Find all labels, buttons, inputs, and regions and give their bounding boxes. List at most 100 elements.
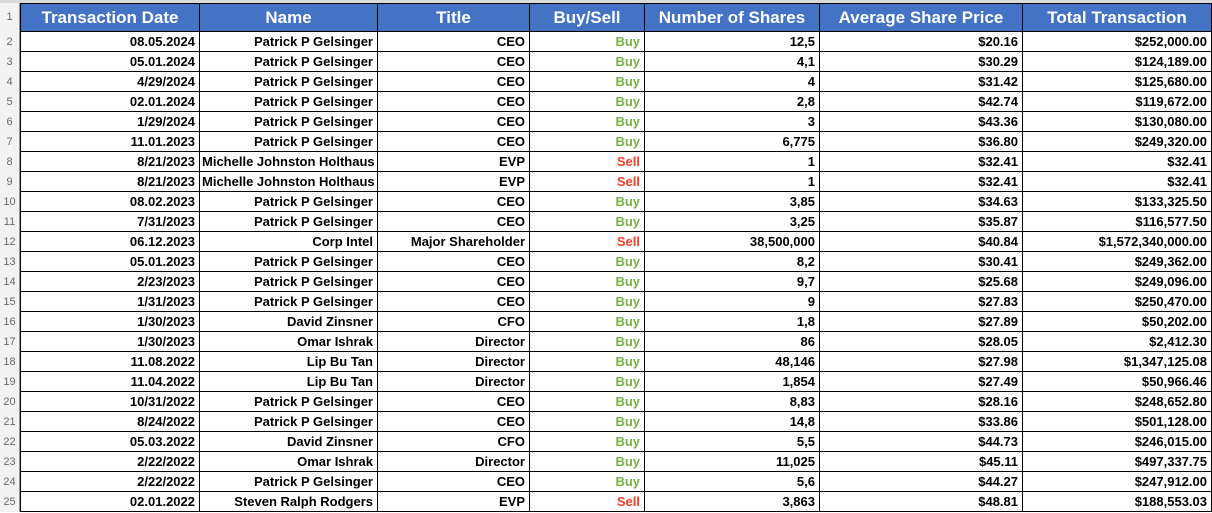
- cell-side[interactable]: Buy: [530, 312, 645, 332]
- cell-shares[interactable]: 3,85: [645, 192, 820, 212]
- cell-price[interactable]: $32.41: [820, 152, 1023, 172]
- cell-total[interactable]: $119,672.00: [1023, 92, 1212, 112]
- cell-name[interactable]: Patrick P Gelsinger: [200, 52, 378, 72]
- cell-date[interactable]: 2/23/2023: [20, 272, 200, 292]
- cell-date[interactable]: 05.01.2024: [20, 52, 200, 72]
- cell-shares[interactable]: 1: [645, 172, 820, 192]
- cell-total[interactable]: $116,577.50: [1023, 212, 1212, 232]
- row-number[interactable]: 14: [0, 272, 20, 292]
- cell-total[interactable]: $130,080.00: [1023, 112, 1212, 132]
- cell-date[interactable]: 06.12.2023: [20, 232, 200, 252]
- cell-total[interactable]: $250,470.00: [1023, 292, 1212, 312]
- cell-total[interactable]: $124,189.00: [1023, 52, 1212, 72]
- header-transaction-date[interactable]: Transaction Date: [20, 3, 200, 32]
- row-number[interactable]: 17: [0, 332, 20, 352]
- header-buy-sell[interactable]: Buy/Sell: [530, 3, 645, 32]
- cell-title[interactable]: CEO: [378, 472, 530, 492]
- cell-side[interactable]: Buy: [530, 252, 645, 272]
- cell-title[interactable]: CEO: [378, 192, 530, 212]
- cell-name[interactable]: Patrick P Gelsinger: [200, 132, 378, 152]
- cell-shares[interactable]: 8,83: [645, 392, 820, 412]
- cell-total[interactable]: $247,912.00: [1023, 472, 1212, 492]
- cell-total[interactable]: $246,015.00: [1023, 432, 1212, 452]
- row-number[interactable]: 21: [0, 412, 20, 432]
- cell-total[interactable]: $1,572,340,000.00: [1023, 232, 1212, 252]
- cell-shares[interactable]: 8,2: [645, 252, 820, 272]
- cell-side[interactable]: Buy: [530, 332, 645, 352]
- cell-side[interactable]: Sell: [530, 232, 645, 252]
- row-number[interactable]: 11: [0, 212, 20, 232]
- cell-price[interactable]: $27.83: [820, 292, 1023, 312]
- cell-date[interactable]: 7/31/2023: [20, 212, 200, 232]
- cell-shares[interactable]: 12,5: [645, 32, 820, 52]
- cell-total[interactable]: $501,128.00: [1023, 412, 1212, 432]
- cell-price[interactable]: $31.42: [820, 72, 1023, 92]
- cell-side[interactable]: Buy: [530, 132, 645, 152]
- cell-date[interactable]: 8/21/2023: [20, 152, 200, 172]
- cell-shares[interactable]: 86: [645, 332, 820, 352]
- cell-shares[interactable]: 4: [645, 72, 820, 92]
- cell-name[interactable]: Patrick P Gelsinger: [200, 272, 378, 292]
- cell-title[interactable]: CFO: [378, 312, 530, 332]
- cell-name[interactable]: Patrick P Gelsinger: [200, 292, 378, 312]
- cell-name[interactable]: Patrick P Gelsinger: [200, 92, 378, 112]
- row-number[interactable]: 19: [0, 372, 20, 392]
- cell-side[interactable]: Buy: [530, 472, 645, 492]
- cell-price[interactable]: $44.27: [820, 472, 1023, 492]
- cell-name[interactable]: Lip Bu Tan: [200, 352, 378, 372]
- header-average-share-price[interactable]: Average Share Price: [820, 3, 1023, 32]
- cell-price[interactable]: $27.49: [820, 372, 1023, 392]
- cell-shares[interactable]: 1,854: [645, 372, 820, 392]
- cell-side[interactable]: Buy: [530, 212, 645, 232]
- cell-shares[interactable]: 2,8: [645, 92, 820, 112]
- row-number[interactable]: 3: [0, 52, 20, 72]
- header-number-of-shares[interactable]: Number of Shares: [645, 3, 820, 32]
- cell-price[interactable]: $48.81: [820, 492, 1023, 512]
- cell-total[interactable]: $32.41: [1023, 152, 1212, 172]
- cell-title[interactable]: CEO: [378, 412, 530, 432]
- cell-total[interactable]: $249,362.00: [1023, 252, 1212, 272]
- cell-shares[interactable]: 9: [645, 292, 820, 312]
- cell-title[interactable]: CEO: [378, 92, 530, 112]
- cell-side[interactable]: Sell: [530, 172, 645, 192]
- cell-side[interactable]: Buy: [530, 432, 645, 452]
- cell-title[interactable]: CEO: [378, 292, 530, 312]
- cell-price[interactable]: $30.29: [820, 52, 1023, 72]
- cell-name[interactable]: Patrick P Gelsinger: [200, 72, 378, 92]
- row-number[interactable]: 10: [0, 192, 20, 212]
- cell-date[interactable]: 1/29/2024: [20, 112, 200, 132]
- cell-side[interactable]: Buy: [530, 412, 645, 432]
- cell-price[interactable]: $45.11: [820, 452, 1023, 472]
- cell-price[interactable]: $40.84: [820, 232, 1023, 252]
- cell-title[interactable]: Director: [378, 372, 530, 392]
- row-number[interactable]: 20: [0, 392, 20, 412]
- cell-title[interactable]: CFO: [378, 432, 530, 452]
- cell-total[interactable]: $252,000.00: [1023, 32, 1212, 52]
- cell-name[interactable]: David Zinsner: [200, 432, 378, 452]
- row-number[interactable]: 23: [0, 452, 20, 472]
- cell-shares[interactable]: 4,1: [645, 52, 820, 72]
- cell-price[interactable]: $20.16: [820, 32, 1023, 52]
- cell-total[interactable]: $248,652.80: [1023, 392, 1212, 412]
- cell-price[interactable]: $34.63: [820, 192, 1023, 212]
- cell-name[interactable]: Omar Ishrak: [200, 332, 378, 352]
- cell-price[interactable]: $43.36: [820, 112, 1023, 132]
- cell-title[interactable]: CEO: [378, 272, 530, 292]
- cell-date[interactable]: 02.01.2022: [20, 492, 200, 512]
- cell-price[interactable]: $28.05: [820, 332, 1023, 352]
- cell-title[interactable]: CEO: [378, 112, 530, 132]
- cell-price[interactable]: $27.89: [820, 312, 1023, 332]
- row-number[interactable]: 8: [0, 152, 20, 172]
- cell-name[interactable]: Patrick P Gelsinger: [200, 192, 378, 212]
- cell-date[interactable]: 05.03.2022: [20, 432, 200, 452]
- cell-side[interactable]: Buy: [530, 72, 645, 92]
- cell-name[interactable]: Patrick P Gelsinger: [200, 112, 378, 132]
- cell-shares[interactable]: 48,146: [645, 352, 820, 372]
- cell-price[interactable]: $27.98: [820, 352, 1023, 372]
- row-number[interactable]: 12: [0, 232, 20, 252]
- cell-title[interactable]: CEO: [378, 212, 530, 232]
- cell-shares[interactable]: 9,7: [645, 272, 820, 292]
- cell-total[interactable]: $133,325.50: [1023, 192, 1212, 212]
- cell-date[interactable]: 8/24/2022: [20, 412, 200, 432]
- cell-title[interactable]: EVP: [378, 172, 530, 192]
